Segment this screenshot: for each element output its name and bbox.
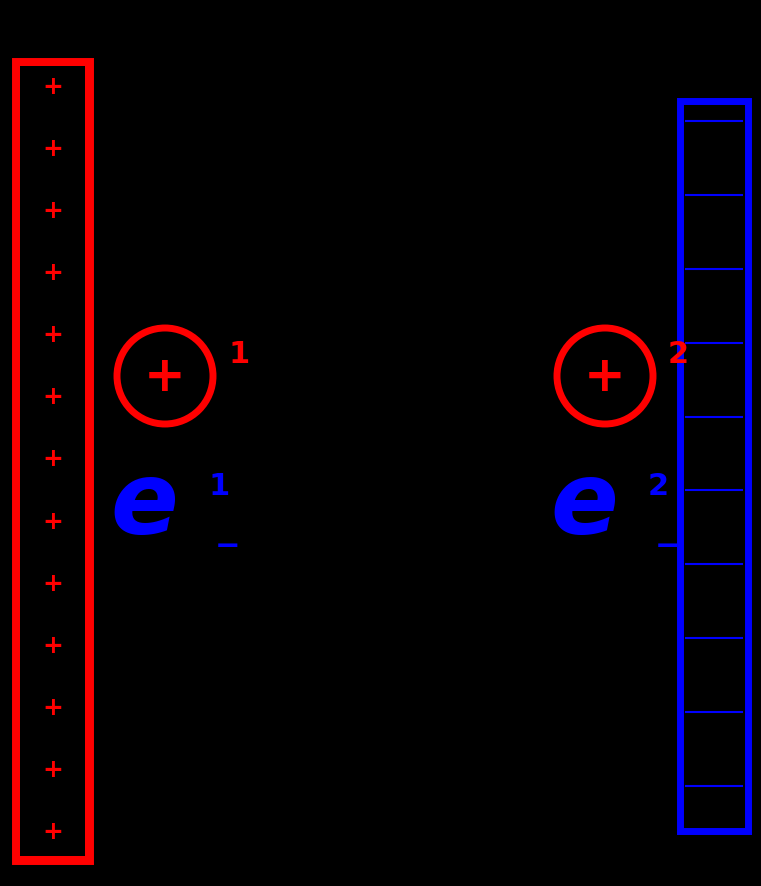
Text: +: + — [42, 447, 63, 471]
Text: +: + — [144, 353, 186, 400]
Bar — [680, 102, 748, 831]
Text: +: + — [42, 819, 63, 843]
Text: −: − — [655, 532, 680, 561]
Text: 2: 2 — [648, 471, 669, 501]
Text: e: e — [550, 458, 618, 555]
Text: 2: 2 — [668, 339, 689, 369]
Bar — [20, 67, 85, 856]
Text: +: + — [584, 353, 626, 400]
Text: e: e — [110, 458, 178, 555]
Text: +: + — [42, 75, 63, 99]
Text: +: + — [42, 757, 63, 781]
Text: +: + — [42, 571, 63, 595]
Text: +: + — [42, 199, 63, 223]
Text: +: + — [42, 695, 63, 719]
Text: 1: 1 — [228, 339, 250, 369]
Text: 1: 1 — [208, 471, 229, 501]
Text: +: + — [42, 385, 63, 409]
Text: +: + — [42, 633, 63, 657]
Text: +: + — [42, 509, 63, 533]
Text: +: + — [42, 261, 63, 285]
Bar — [15, 62, 90, 861]
Text: +: + — [42, 323, 63, 347]
Text: +: + — [42, 137, 63, 161]
Text: −: − — [215, 532, 240, 561]
